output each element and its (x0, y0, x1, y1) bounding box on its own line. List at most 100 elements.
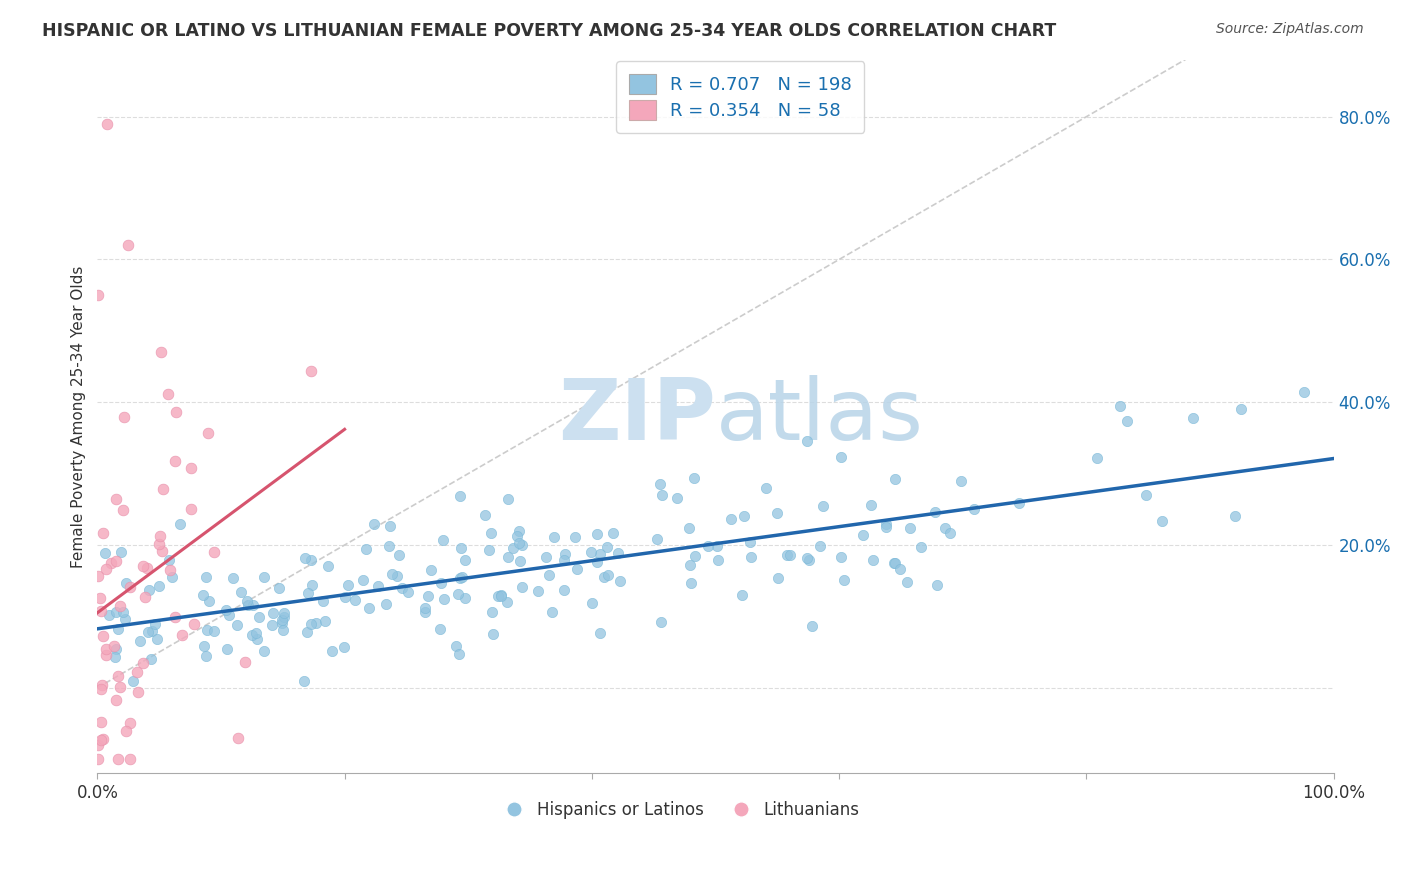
Point (949, 474, 972, 488)
Point (273, 610, 295, 624)
Point (105, 554, 128, 568)
Point (112, 606, 135, 620)
Point (271, 613, 294, 627)
Point (90, 605, 112, 619)
Point (202, 624, 225, 638)
Point (883, 556, 905, 570)
Point (875, 520, 897, 534)
Point (301, 617, 323, 632)
Point (114, 612, 136, 626)
Point (554, 547, 576, 561)
Point (294, 551, 316, 566)
Point (148, 579, 170, 593)
Point (706, 539, 728, 553)
Point (143, 616, 166, 631)
Point (454, 591, 477, 605)
Point (321, 644, 343, 658)
Point (889, 562, 911, 576)
Point (651, 487, 673, 501)
Point (963, 501, 986, 516)
Point (225, 617, 247, 632)
Point (90, 715, 112, 730)
Point (343, 593, 366, 607)
Point (305, 615, 328, 630)
Point (834, 573, 856, 587)
Point (107, 752, 129, 766)
Point (432, 533, 454, 548)
Point (645, 532, 668, 546)
Point (508, 524, 530, 539)
Point (808, 539, 831, 553)
Point (925, 578, 948, 592)
Point (607, 546, 630, 560)
Point (374, 598, 396, 612)
Point (363, 517, 385, 532)
Point (145, 632, 167, 646)
Point (105, 606, 128, 620)
Point (496, 549, 519, 564)
Point (779, 549, 801, 563)
Point (924, 505, 946, 519)
Point (333, 640, 356, 655)
Point (295, 625, 318, 640)
Point (553, 553, 575, 567)
Point (875, 516, 897, 531)
Point (269, 582, 291, 596)
Text: HISPANIC OR LATINO VS LITHUANIAN FEMALE POVERTY AMONG 25-34 YEAR OLDS CORRELATIO: HISPANIC OR LATINO VS LITHUANIAN FEMALE … (42, 22, 1056, 40)
Point (666, 491, 689, 505)
Point (150, 345, 173, 359)
Point (474, 508, 496, 522)
Point (131, 559, 153, 574)
Point (316, 559, 339, 574)
Point (229, 585, 252, 599)
Point (534, 550, 557, 565)
Text: ZIP: ZIP (558, 375, 716, 458)
Point (100, 556, 122, 570)
Point (122, 673, 145, 688)
Point (103, 639, 125, 653)
Point (134, 590, 156, 604)
Point (96, 562, 118, 576)
Point (450, 541, 472, 556)
Point (93, 546, 115, 560)
Point (755, 481, 778, 495)
Point (108, 681, 131, 695)
Point (596, 540, 619, 554)
Point (170, 628, 193, 642)
Point (509, 554, 531, 568)
Point (108, 599, 131, 613)
Point (118, 580, 141, 594)
Point (156, 387, 179, 401)
Point (602, 525, 624, 540)
Point (505, 529, 527, 543)
Point (149, 529, 172, 543)
Point (271, 616, 294, 631)
Point (884, 556, 907, 570)
Point (565, 562, 588, 576)
Point (195, 570, 218, 584)
Point (388, 549, 411, 563)
Point (246, 632, 269, 647)
Point (446, 587, 468, 601)
Point (801, 619, 824, 633)
Point (112, 409, 135, 424)
Point (236, 598, 259, 612)
Point (502, 541, 524, 555)
Point (581, 596, 603, 610)
Point (301, 578, 323, 592)
Point (707, 553, 730, 567)
Point (253, 570, 276, 584)
Point (564, 530, 586, 544)
Point (91, 731, 114, 746)
Point (1150, 514, 1173, 528)
Point (94, 642, 117, 657)
Point (852, 527, 875, 541)
Point (1008, 496, 1031, 510)
Point (898, 521, 921, 535)
Point (165, 405, 187, 419)
Point (543, 531, 565, 545)
Point (609, 574, 631, 589)
Point (481, 605, 503, 619)
Point (253, 644, 276, 658)
Point (775, 549, 797, 563)
